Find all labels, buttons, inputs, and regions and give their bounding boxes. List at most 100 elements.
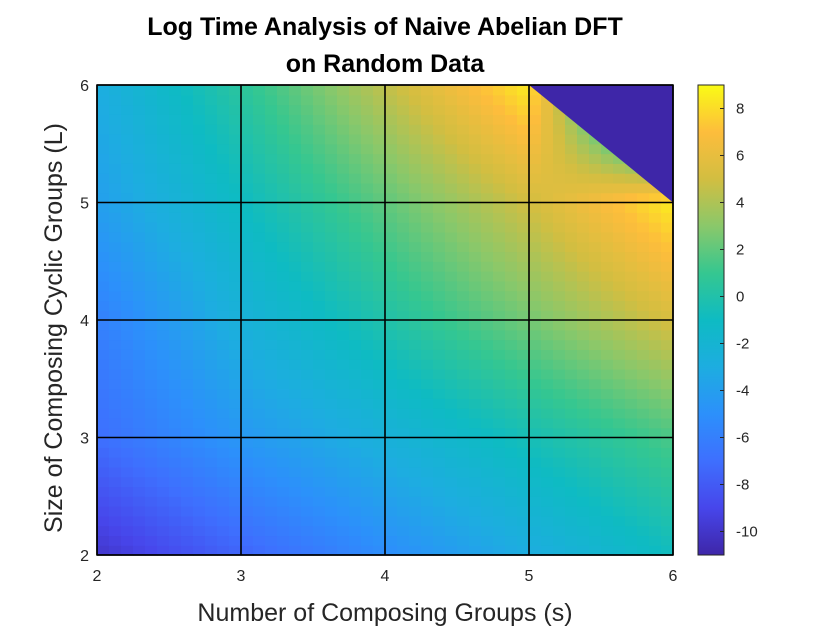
heatmap-cell: [409, 153, 422, 164]
heatmap-cell: [409, 94, 422, 106]
heatmap-cell: [157, 271, 170, 282]
heatmap-cell: [361, 506, 374, 517]
heatmap-cell: [121, 192, 134, 204]
heatmap-cell: [241, 398, 254, 409]
heatmap-cell: [601, 320, 614, 331]
heatmap-cell: [553, 280, 566, 292]
heatmap-cell: [265, 437, 278, 448]
heatmap-cell: [325, 349, 338, 360]
heatmap-cell: [193, 417, 206, 429]
heatmap-cell: [637, 427, 650, 439]
heatmap-cell: [217, 378, 230, 390]
heatmap-cell: [541, 329, 554, 341]
heatmap-cell: [133, 104, 146, 115]
heatmap-cell: [253, 515, 266, 527]
heatmap-cell: [181, 212, 194, 223]
heatmap-cell: [97, 447, 110, 458]
heatmap-cell: [637, 241, 650, 253]
heatmap-cell: [181, 476, 194, 488]
heatmap-cell: [529, 173, 542, 184]
heatmap-cell: [433, 153, 446, 164]
heatmap-cell: [265, 339, 278, 350]
heatmap-cell: [217, 143, 230, 155]
heatmap-cell: [433, 182, 446, 194]
heatmap-cell: [517, 202, 530, 213]
heatmap-cell: [505, 231, 518, 243]
heatmap-cell: [301, 506, 314, 517]
heatmap-cell: [445, 447, 458, 458]
heatmap-cell: [589, 545, 602, 556]
heatmap-cell: [625, 368, 638, 380]
heatmap-cell: [541, 280, 554, 292]
heatmap-cell: [157, 359, 170, 370]
heatmap-cell: [229, 300, 242, 311]
heatmap-cell: [421, 457, 434, 468]
heatmap-cell: [577, 153, 590, 164]
heatmap-cell: [193, 202, 206, 213]
heatmap-cell: [325, 368, 338, 380]
heatmap-cell: [505, 85, 518, 96]
heatmap-cell: [385, 124, 398, 135]
heatmap-cell: [361, 545, 374, 556]
heatmap-cell: [217, 280, 230, 292]
heatmap-cell: [541, 104, 554, 115]
heatmap-cell: [361, 515, 374, 527]
heatmap-cell: [289, 143, 302, 155]
heatmap-cell: [169, 143, 182, 155]
heatmap-cell: [313, 192, 326, 204]
heatmap-cell: [445, 486, 458, 497]
heatmap-cell: [325, 222, 338, 233]
heatmap-cell: [409, 310, 422, 321]
heatmap-cell: [349, 114, 362, 125]
heatmap-cell: [121, 300, 134, 311]
heatmap-cell: [373, 202, 386, 213]
heatmap-cell: [277, 320, 290, 331]
heatmap-cell: [229, 85, 242, 96]
heatmap-cell: [289, 202, 302, 213]
heatmap-cell: [325, 545, 338, 556]
heatmap-cell: [289, 133, 302, 145]
heatmap-cell: [625, 447, 638, 458]
heatmap-cell: [313, 124, 326, 135]
heatmap-cell: [277, 447, 290, 458]
heatmap-cell: [313, 368, 326, 380]
heatmap-cell: [649, 271, 662, 282]
heatmap-cell: [445, 163, 458, 174]
heatmap-cell: [613, 329, 626, 341]
heatmap-cell: [337, 466, 350, 478]
heatmap-cell: [529, 251, 542, 262]
heatmap-cell: [625, 388, 638, 399]
heatmap-cell: [145, 231, 158, 243]
heatmap-cell: [277, 143, 290, 155]
heatmap-cell: [193, 506, 206, 517]
heatmap-cell: [277, 104, 290, 115]
heatmap-cell: [517, 437, 530, 448]
heatmap-cell: [313, 417, 326, 429]
heatmap-cell: [649, 251, 662, 262]
heatmap-cell: [517, 320, 530, 331]
heatmap-cell: [565, 368, 578, 380]
heatmap-cell: [97, 290, 110, 302]
heatmap-cell: [205, 320, 218, 331]
heatmap-cell: [649, 300, 662, 311]
heatmap-cell: [205, 163, 218, 174]
heatmap-cell: [373, 133, 386, 145]
heatmap-cell: [541, 378, 554, 390]
heatmap-cell: [361, 320, 374, 331]
heatmap-cell: [469, 447, 482, 458]
heatmap-cell: [289, 94, 302, 106]
heatmap-cell: [553, 359, 566, 370]
heatmap-cell: [529, 192, 542, 204]
heatmap-cell: [661, 486, 674, 497]
heatmap-cell: [169, 271, 182, 282]
heatmap-cell: [193, 104, 206, 115]
heatmap-cell: [577, 212, 590, 223]
heatmap-cell: [241, 427, 254, 439]
heatmap-cell: [397, 85, 410, 96]
heatmap-cell: [589, 290, 602, 302]
heatmap-cell: [505, 222, 518, 233]
heatmap-cell: [373, 359, 386, 370]
heatmap-cell: [457, 241, 470, 253]
heatmap-cell: [205, 427, 218, 439]
heatmap-cell: [217, 349, 230, 360]
